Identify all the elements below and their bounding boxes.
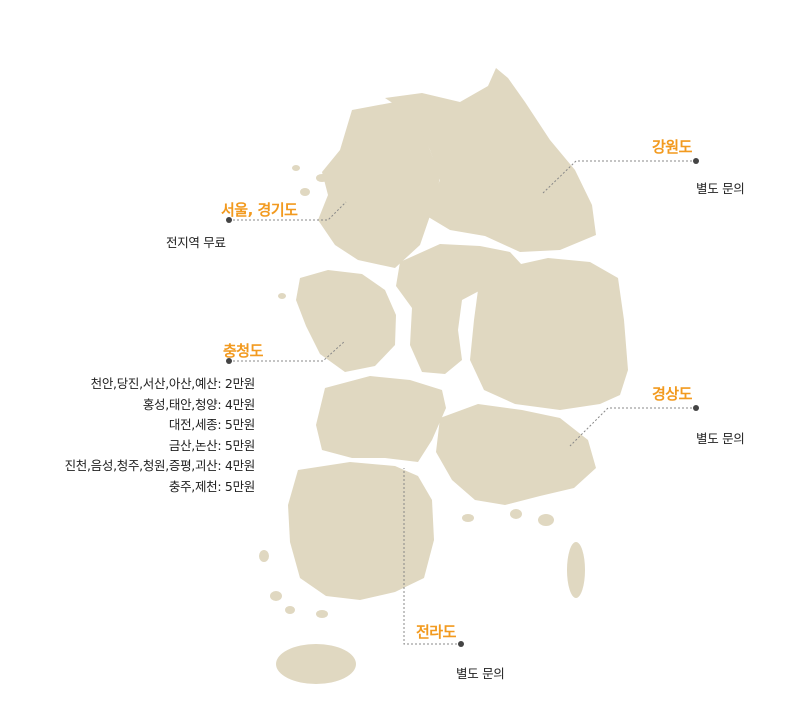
region-chungcheong-east[interactable] <box>396 244 522 374</box>
chungcheong-fee-line: 대전,세종: 5만원 <box>168 417 255 432</box>
region-gyeongsang-north[interactable] <box>470 258 628 410</box>
island <box>292 165 300 171</box>
marker-dots <box>226 158 699 647</box>
chungcheong-fee-list: 천안,당진,서산,아산,예산: 2만원 홍성,태안,청양: 4만원 대전,세종:… <box>64 374 256 497</box>
region-chungcheong-west[interactable] <box>296 270 396 372</box>
chungcheong-fee-line: 금산,논산: 5만원 <box>168 437 255 453</box>
island <box>259 550 269 562</box>
gangwon-dot <box>693 158 699 164</box>
gyeongsang-leader-line <box>569 407 696 447</box>
island <box>316 174 328 182</box>
chungcheong-region-label: 충청도 <box>223 342 263 360</box>
region-gyeonggi[interactable] <box>318 102 440 268</box>
jeolla-fee-note: 별도 문의 <box>456 666 505 681</box>
chungcheong-fee-line: 천안,당진,서산,아산,예산: 2만원 <box>90 376 256 391</box>
island <box>278 293 286 299</box>
gyeonggi-region-label: 서울, 경기도 <box>221 201 298 219</box>
gyeongsang-dot <box>693 405 699 411</box>
gangwon-region-label: 강원도 <box>652 138 692 156</box>
gangwon-leader-line <box>541 160 696 195</box>
island <box>510 509 522 519</box>
region-gangwon[interactable] <box>385 68 596 252</box>
jeolla-region-label: 전라도 <box>416 623 456 641</box>
land-group <box>259 68 628 684</box>
gyeongsang-fee-note: 별도 문의 <box>696 431 745 446</box>
island <box>462 514 474 522</box>
island <box>567 542 585 598</box>
gyeonggi-dot <box>226 217 232 223</box>
jeolla-dot <box>458 641 464 647</box>
region-jeolla-south[interactable] <box>288 462 434 600</box>
leader-lines <box>229 160 696 645</box>
region-jeju[interactable] <box>276 644 356 684</box>
chungcheong-fee-line: 홍성,태안,청양: 4만원 <box>142 396 255 412</box>
island <box>316 610 328 618</box>
region-gyeongsang-south[interactable] <box>436 404 596 505</box>
island <box>538 514 554 526</box>
chungcheong-leader-line <box>229 340 346 362</box>
island <box>285 606 295 614</box>
jeolla-leader-line <box>403 468 461 645</box>
chungcheong-fee-line: 충주,제천: 5만원 <box>168 478 255 494</box>
chungcheong-dot <box>226 358 232 364</box>
region-jeolla-north[interactable] <box>316 376 446 462</box>
island <box>300 188 310 196</box>
island <box>270 591 282 601</box>
chungcheong-fee-line: 진천,음성,청주,청원,증평,괴산: 4만원 <box>64 458 256 473</box>
gyeongsang-region-label: 경상도 <box>652 385 692 403</box>
gyeonggi-fee-note: 전지역 무료 <box>166 235 226 250</box>
gangwon-fee-note: 별도 문의 <box>696 181 745 196</box>
gyeonggi-leader-line <box>229 201 347 221</box>
